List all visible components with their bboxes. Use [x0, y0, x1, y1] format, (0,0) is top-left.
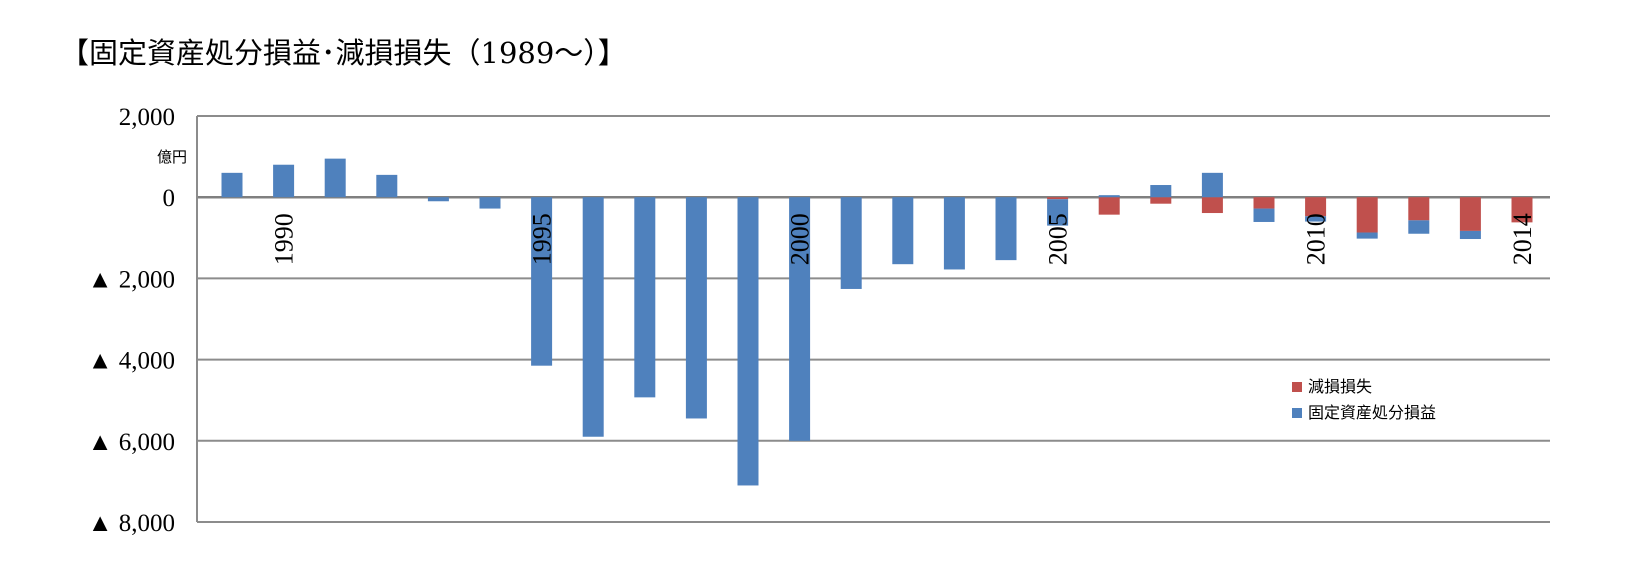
bar-impairment-loss-2006 — [1098, 197, 1120, 215]
bar-impairment-loss-2005 — [1047, 197, 1069, 200]
bar-fixed-asset-disposal-2007 — [1150, 185, 1172, 198]
x-tick-label: 1995 — [528, 213, 557, 265]
y-tick-label: ▲ 8,000 — [88, 510, 175, 537]
bar-fixed-asset-disposal-1993 — [427, 197, 449, 202]
bar-fixed-asset-disposal-1990 — [273, 164, 295, 198]
bar-fixed-asset-disposal-2008 — [1201, 172, 1223, 198]
bar-fixed-asset-disposal-2012 — [1408, 220, 1430, 234]
bar-fixed-asset-disposal-1992 — [376, 174, 398, 198]
legend-swatch — [1292, 382, 1302, 392]
bar-fixed-asset-disposal-1995 — [531, 197, 553, 366]
y-axis-unit-label: 億円 — [157, 148, 187, 166]
bar-fixed-asset-disposal-2005 — [1047, 199, 1069, 226]
bar-fixed-asset-disposal-1991 — [324, 158, 346, 198]
legend-label: 減損損失 — [1308, 377, 1372, 396]
bar-impairment-loss-2007 — [1150, 197, 1172, 204]
bar-fixed-asset-disposal-2009 — [1253, 208, 1275, 222]
gridlines — [196, 115, 1550, 523]
bar-fixed-asset-disposal-2000 — [789, 197, 811, 441]
bar-fixed-asset-disposal-1997 — [634, 197, 656, 398]
bar-fixed-asset-disposal-1989 — [221, 172, 243, 198]
bar-fixed-asset-disposal-1999 — [737, 197, 759, 486]
bar-fixed-asset-disposal-2006 — [1098, 195, 1120, 198]
bar-fixed-asset-disposal-2004 — [995, 197, 1017, 261]
bar-fixed-asset-disposal-2011 — [1356, 232, 1378, 239]
y-tick-label: 2,000 — [119, 104, 175, 131]
y-tick-label: ▲ 6,000 — [88, 429, 175, 456]
bar-fixed-asset-disposal-1994 — [479, 197, 501, 209]
y-tick-label: ▲ 4,000 — [88, 348, 175, 375]
legend-label: 固定資産処分損益 — [1308, 403, 1436, 422]
x-tick-label: 2000 — [786, 213, 815, 265]
bar-impairment-loss-2014 — [1511, 197, 1533, 223]
bar-fixed-asset-disposal-1996 — [582, 197, 604, 437]
x-axis-tick-labels: 1990 1995 2000 2005 2010 2014 — [270, 213, 1537, 265]
x-tick-label: 2014 — [1508, 213, 1537, 265]
bar-fixed-asset-disposal-2001 — [840, 197, 862, 289]
bars — [221, 158, 1533, 486]
legend-swatch — [1292, 408, 1302, 418]
bar-fixed-asset-disposal-1998 — [685, 197, 707, 419]
bar-fixed-asset-disposal-2003 — [943, 197, 965, 270]
bar-impairment-loss-2012 — [1408, 197, 1430, 221]
x-tick-label: 2010 — [1302, 213, 1331, 265]
bar-impairment-loss-2010 — [1305, 197, 1327, 217]
chart-title: 【固定資産処分損益･減損損失（1989～）】 — [60, 36, 627, 70]
y-tick-label: 0 — [163, 185, 176, 212]
bar-impairment-loss-2011 — [1356, 197, 1378, 233]
y-axis-tick-labels: 2,000 0 ▲ 2,000 ▲ 4,000 ▲ 6,000 ▲ 8,000 — [88, 104, 175, 537]
x-tick-label: 1990 — [270, 213, 299, 265]
x-tick-label: 2005 — [1044, 213, 1073, 265]
y-tick-label: ▲ 2,000 — [88, 266, 175, 293]
bar-impairment-loss-2009 — [1253, 197, 1275, 209]
bar-fixed-asset-disposal-2002 — [892, 197, 914, 265]
bar-impairment-loss-2013 — [1459, 197, 1481, 231]
bar-impairment-loss-2008 — [1201, 197, 1223, 214]
bar-fixed-asset-disposal-2013 — [1459, 230, 1481, 240]
bar-fixed-asset-disposal-2010 — [1305, 216, 1327, 222]
